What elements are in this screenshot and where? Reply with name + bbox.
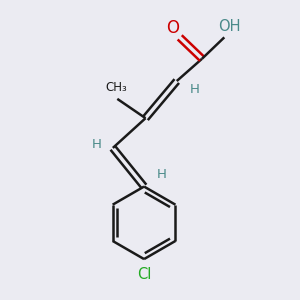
Text: OH: OH	[218, 19, 241, 34]
Text: O: O	[166, 19, 179, 37]
Text: Cl: Cl	[137, 267, 151, 282]
Text: H: H	[156, 168, 166, 181]
Text: H: H	[92, 138, 101, 152]
Text: CH₃: CH₃	[105, 81, 127, 94]
Text: H: H	[190, 83, 200, 96]
